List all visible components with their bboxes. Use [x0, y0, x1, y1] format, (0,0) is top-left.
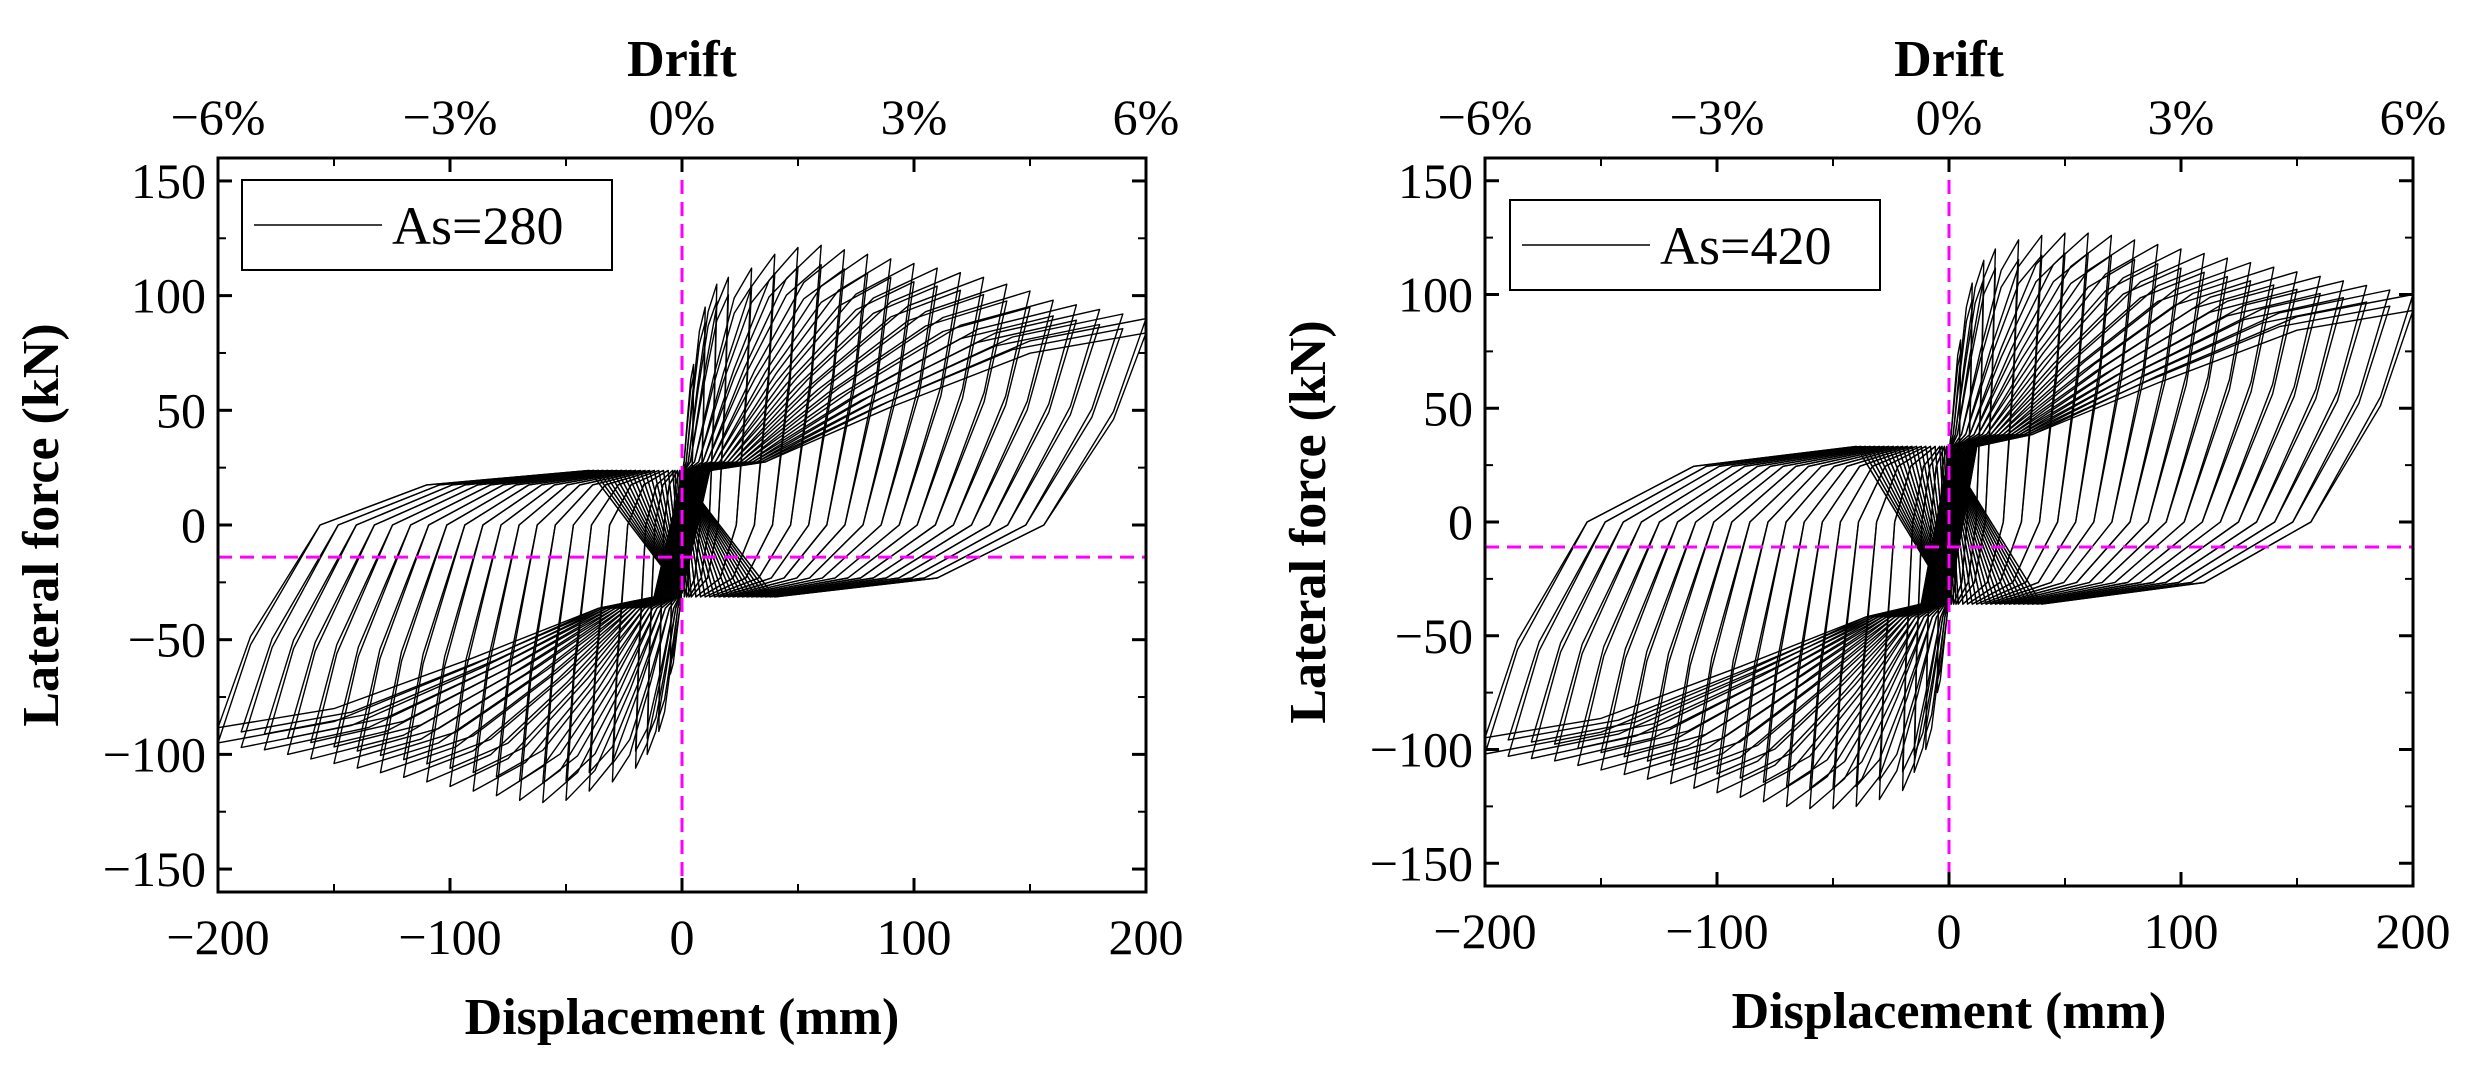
legend: As=420: [1509, 199, 1881, 291]
y-axis-title: Lateral force (kN): [13, 323, 70, 726]
x-axis-title: Displacement (mm): [1732, 983, 2167, 1040]
drift-tick-label: −3%: [403, 89, 498, 145]
y-tick-label: 0: [1448, 494, 1473, 550]
drift-tick-label: 0%: [649, 89, 716, 145]
drift-tick-label: 6%: [1113, 89, 1180, 145]
x-tick-label: −100: [1665, 903, 1768, 959]
x-axis-title: Displacement (mm): [465, 989, 900, 1046]
y-tick-label: 150: [131, 153, 206, 209]
drift-tick-label: 3%: [2148, 89, 2215, 145]
x-tick-label: 200: [1109, 909, 1184, 965]
legend-label: As=280: [392, 196, 563, 256]
drift-tick-label: −3%: [1670, 89, 1765, 145]
y-tick-label: 50: [1423, 380, 1473, 436]
y-axis-title: Lateral force (kN): [1280, 320, 1337, 723]
y-tick-label: 50: [156, 382, 206, 438]
legend: As=280: [241, 179, 613, 271]
drift-tick-label: 6%: [2380, 89, 2447, 145]
y-tick-label: 100: [1398, 267, 1473, 323]
x-tick-label: −100: [398, 909, 501, 965]
y-tick-label: −50: [128, 612, 206, 668]
drift-tick-label: −6%: [1438, 89, 1533, 145]
drift-axis-title: Drift: [627, 31, 737, 88]
drift-tick-label: −6%: [171, 89, 266, 145]
chart-panel-as420: −200 −100 0 100 200 −6% −3% 0% 3% 6% 150 100 50 0 −50 −…: [1280, 31, 2451, 1040]
y-tick-label: 0: [181, 497, 206, 553]
x-tick-label: 100: [877, 909, 952, 965]
x-tick-label: 200: [2376, 903, 2451, 959]
chart-panel-as280: −200 −100 0 100 200 −6% −3% 0% 3% 6% 150 100 50 0 −50 −…: [13, 31, 1184, 1046]
y-tick-label: 100: [131, 268, 206, 324]
y-tick-label: −100: [1370, 722, 1473, 778]
legend-label: As=420: [1660, 216, 1831, 276]
x-tick-label: 0: [670, 909, 695, 965]
x-tick-label: 100: [2144, 903, 2219, 959]
drift-tick-label: 0%: [1916, 89, 1983, 145]
drift-axis-title: Drift: [1894, 31, 2004, 88]
y-tick-label: −50: [1395, 608, 1473, 664]
x-tick-label: −200: [166, 909, 269, 965]
y-tick-label: −100: [103, 726, 206, 782]
y-tick-label: −150: [1370, 835, 1473, 891]
y-tick-label: −150: [103, 841, 206, 897]
x-tick-label: −200: [1433, 903, 1536, 959]
x-tick-label: 0: [1937, 903, 1962, 959]
drift-tick-label: 3%: [881, 89, 948, 145]
y-tick-label: 150: [1398, 153, 1473, 209]
